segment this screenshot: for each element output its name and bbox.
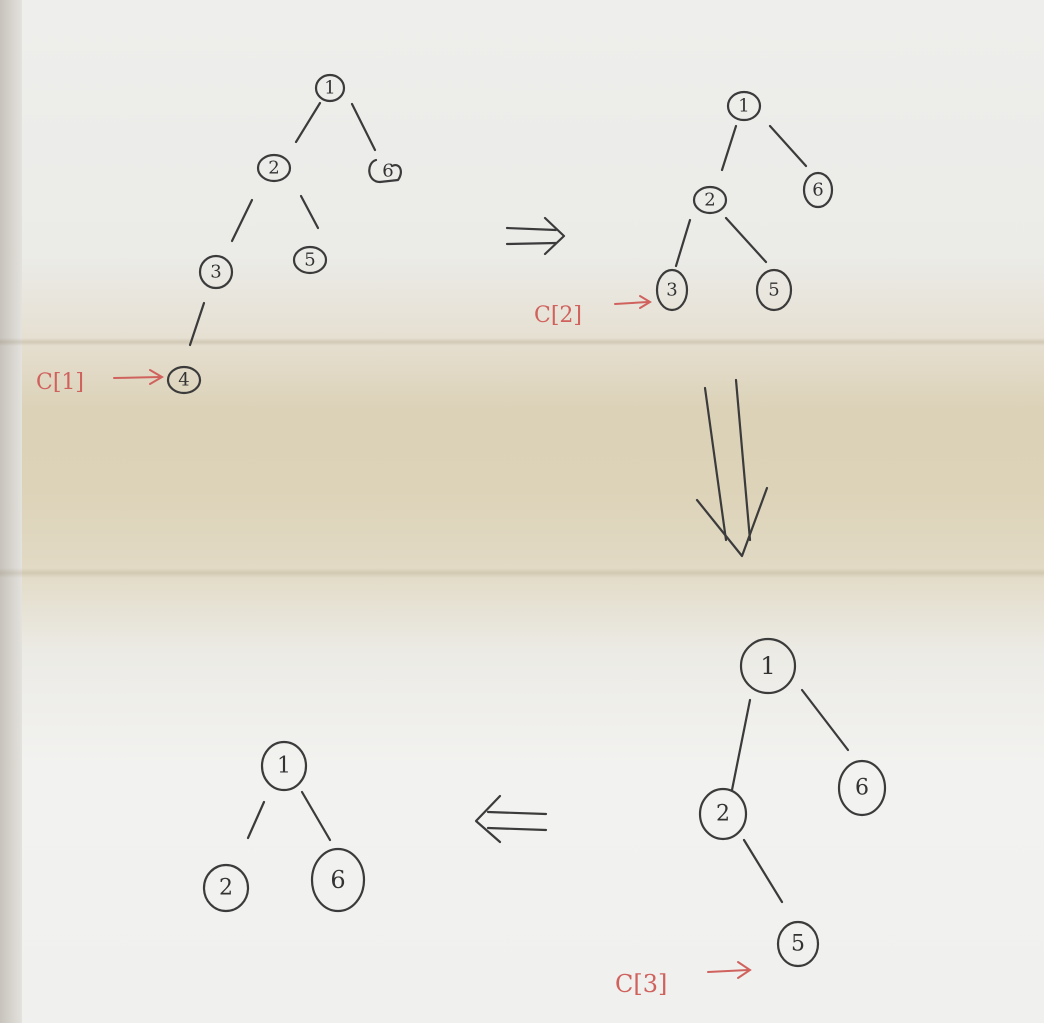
tree-node: 5	[755, 268, 793, 312]
edge	[730, 698, 752, 792]
tree-2: 1 2 6 3 5 C[2]	[534, 90, 834, 328]
tree-node: 2	[256, 153, 292, 183]
pointer-arrowhead	[149, 369, 164, 385]
tree-node: 2	[692, 185, 728, 215]
edge	[742, 838, 784, 904]
pointer-arrow	[113, 376, 161, 379]
edge	[299, 194, 320, 230]
node-label: 5	[304, 250, 315, 271]
node-label: 2	[268, 158, 279, 179]
paper-fold	[0, 568, 1044, 578]
tree-node: 6	[837, 759, 887, 817]
node-label: 6	[330, 866, 345, 894]
implies-arrow-down	[695, 378, 769, 558]
node-label: 6	[812, 180, 823, 201]
tree-node: 6	[802, 171, 834, 209]
pointer-arrow	[614, 301, 649, 305]
tree-node: 1	[314, 73, 346, 103]
tree-node: 5	[292, 245, 328, 275]
node-label: 1	[760, 652, 775, 680]
tree-node: 2	[698, 787, 748, 841]
node-label: 5	[791, 932, 805, 957]
edge	[300, 790, 332, 842]
tree-node: 1	[726, 90, 762, 122]
tree-node: 1	[739, 637, 797, 695]
tree-1: 1 2 6 3 5 4 C[1]	[36, 73, 402, 395]
edge	[188, 301, 206, 347]
paper-fold	[0, 338, 1044, 346]
pointer-arrow	[707, 969, 749, 973]
pointer-label: C[2]	[534, 303, 582, 328]
edge	[768, 124, 808, 168]
pointer-arrowhead	[737, 961, 752, 979]
node-label: 3	[210, 262, 221, 283]
edge	[350, 102, 377, 152]
edge	[720, 124, 738, 172]
implies-arrow-left	[474, 794, 548, 844]
open-node-outline	[368, 158, 402, 184]
tree-node: 5	[776, 920, 820, 968]
edge	[674, 218, 692, 268]
paper-edge	[0, 0, 22, 1023]
node-label: 2	[219, 876, 233, 901]
node-label: 2	[704, 190, 715, 211]
edge	[800, 688, 850, 752]
tree-node: 6	[310, 847, 366, 913]
tree-node: 2	[202, 863, 250, 913]
tree-node: 3	[655, 268, 689, 312]
tree-node: 4	[166, 365, 202, 395]
tree-node: 1	[260, 740, 308, 792]
node-label: 5	[768, 280, 779, 301]
node-label: 1	[324, 78, 335, 99]
edge	[230, 198, 254, 243]
pointer-arrowhead	[639, 295, 652, 309]
tree-3: 1 2 6 5 C[3]	[615, 637, 887, 998]
node-label: 6	[855, 776, 869, 801]
tree-node: 6	[368, 158, 402, 184]
node-label: 1	[738, 96, 749, 117]
node-label: 2	[716, 802, 730, 827]
pointer-label: C[1]	[36, 370, 84, 395]
node-label: 3	[666, 280, 677, 301]
node-label: 4	[178, 370, 189, 391]
tree-4: 1 2 6	[202, 740, 366, 913]
node-label: 1	[277, 754, 291, 779]
edge	[246, 800, 266, 840]
pointer-label: C[3]	[615, 970, 667, 998]
edge	[724, 216, 768, 264]
tree-node: 3	[198, 254, 234, 290]
node-label: 6	[382, 161, 393, 182]
edge	[294, 101, 322, 144]
implies-arrow-right	[505, 216, 566, 256]
